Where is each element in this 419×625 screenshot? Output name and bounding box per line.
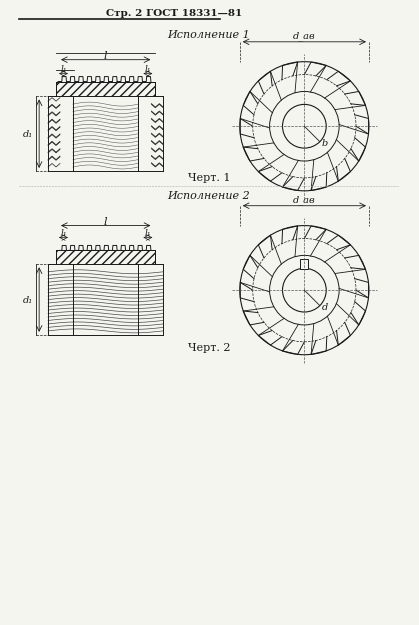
Text: l₁: l₁ xyxy=(144,229,151,238)
Text: Исполнение 1: Исполнение 1 xyxy=(168,30,251,40)
Text: l₁: l₁ xyxy=(61,65,67,74)
Text: Стр. 2 ГОСТ 18331—81: Стр. 2 ГОСТ 18331—81 xyxy=(106,9,242,19)
Text: d_ав: d_ав xyxy=(293,195,316,204)
Text: l: l xyxy=(104,51,107,61)
Text: d: d xyxy=(321,303,328,312)
Text: d_ав: d_ав xyxy=(293,31,316,41)
Text: d₁: d₁ xyxy=(23,296,33,304)
Text: Черт. 2: Черт. 2 xyxy=(188,342,230,352)
Text: b: b xyxy=(321,139,328,148)
Text: l: l xyxy=(104,217,107,227)
Bar xyxy=(300,259,308,269)
Text: Черт. 1: Черт. 1 xyxy=(188,173,230,183)
Text: Исполнение 2: Исполнение 2 xyxy=(168,191,251,201)
Text: l₁: l₁ xyxy=(144,65,151,74)
Text: l₁: l₁ xyxy=(61,229,67,238)
Text: d₁: d₁ xyxy=(23,130,33,139)
